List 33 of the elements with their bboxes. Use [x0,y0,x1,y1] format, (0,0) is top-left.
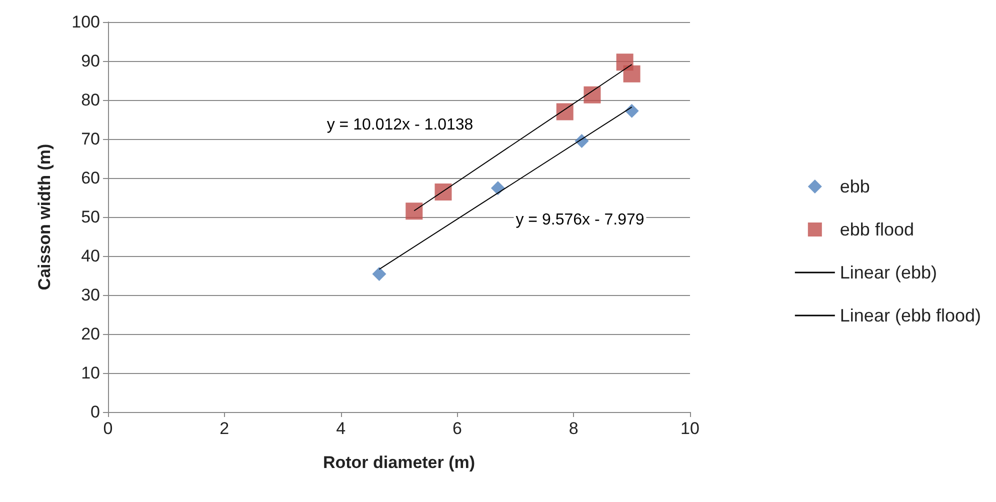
x-tick-label: 2 [220,419,230,438]
x-axis-title: Rotor diameter (m) [322,453,476,472]
point [372,266,386,281]
point [556,103,574,120]
y-tick-label: 70 [81,130,100,148]
y-axis-title: Caisson width (m) [35,144,54,290]
y-tick-label: 30 [81,286,100,304]
point [406,202,423,220]
point [434,184,452,201]
x-tick-label: 0 [103,419,113,438]
x-tick-label: 6 [452,419,462,438]
y-tick-label: 40 [81,246,100,266]
x-tick-label: 10 [680,419,700,438]
legend-label: ebb flood [840,220,914,240]
y-tick-label: 50 [81,208,100,226]
legend-label: Linear (ebb flood) [840,306,982,326]
legend-label: ebb [840,176,870,196]
y-tick-label: 90 [81,52,100,70]
y-tick-label: 100 [72,12,100,32]
annotation: y = 9.576x - 7.979 [516,212,644,228]
point [490,181,505,196]
point [624,104,639,118]
legend-label: Linear (ebb) [840,262,937,282]
x-tick-label: 4 [336,419,346,438]
annotation: y = 10.012x - 1.0138 [326,116,474,134]
point [623,65,640,82]
y-tick-label: 60 [81,168,100,188]
x-tick-label: 8 [568,419,578,438]
y-tick-label: 80 [81,90,100,110]
point [584,86,601,104]
y-tick-label: 10 [81,364,100,382]
y-tick-label: 0 [90,402,100,422]
y-tick-label: 20 [81,324,100,344]
